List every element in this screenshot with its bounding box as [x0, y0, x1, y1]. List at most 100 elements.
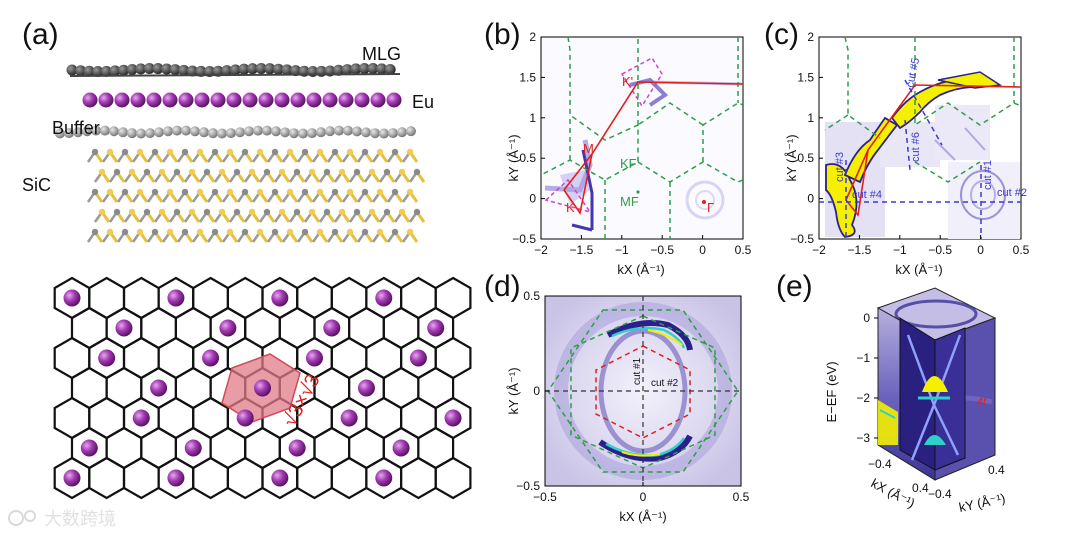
buffer-atom	[208, 128, 218, 139]
sic-atom	[256, 228, 264, 236]
sic-atom	[188, 208, 196, 216]
sic-atom	[128, 168, 136, 176]
sic-bulk	[86, 148, 426, 243]
sic-atom	[263, 168, 271, 176]
sic-atom	[256, 148, 264, 156]
sic-atom	[196, 188, 204, 196]
buffer-atom	[262, 125, 272, 136]
sic-atom	[308, 168, 316, 176]
sic-atom	[346, 188, 354, 196]
mlg-atom	[135, 63, 147, 75]
eu-atom	[132, 409, 150, 427]
x-tick-label: 0.5	[733, 490, 750, 504]
label-buffer: Buffer	[52, 118, 100, 138]
buffer-atom	[235, 127, 245, 138]
mlg-atom	[152, 63, 164, 75]
sic-atom	[353, 208, 361, 216]
panel-b-xlabel: kX (Å⁻¹)	[617, 262, 664, 277]
eu-atom	[98, 349, 116, 367]
sic-atom	[301, 148, 309, 156]
sic-atom	[211, 228, 219, 236]
sic-atom	[316, 188, 324, 196]
sic-atom	[128, 208, 136, 216]
y-tick-label: 0.5	[523, 289, 540, 303]
sic-atom	[361, 188, 369, 196]
y-tick-label: 2	[529, 30, 536, 44]
eu-atom	[130, 92, 146, 108]
sic-atom	[181, 228, 189, 236]
panel-b-ticks: −2 −1.5 −1 −0.5 0 0.5 2 1.5 1 0.5 0 −0.5	[512, 30, 751, 257]
buffer-atom	[181, 125, 191, 136]
eu-atom	[162, 92, 178, 108]
mlg-atom	[195, 65, 207, 77]
sic-atom	[173, 168, 181, 176]
bz-boundaries	[541, 37, 743, 239]
e-z-tick: −0.4	[928, 487, 952, 501]
sic-atom	[398, 208, 406, 216]
buffer-atom	[334, 125, 344, 136]
eu-atom	[375, 289, 393, 307]
eu-atom	[184, 439, 202, 457]
y-tick-label: −0.5	[790, 232, 814, 246]
sic-atom	[293, 208, 301, 216]
hex-cell	[192, 456, 229, 500]
hex-cell	[400, 456, 437, 500]
mlg-atom	[341, 64, 353, 76]
y-tick-label: 1.5	[519, 70, 536, 84]
eu-atom	[98, 92, 114, 108]
buffer-atom	[136, 128, 146, 139]
x-tick-label: −0.5	[533, 490, 557, 504]
mlg-atom	[376, 63, 388, 75]
sic-atom	[121, 188, 129, 196]
mlg-atom	[178, 64, 190, 76]
sic-atom	[323, 208, 331, 216]
sic-atom	[106, 188, 114, 196]
buffer-atom	[361, 127, 371, 138]
buffer-atom	[226, 128, 236, 139]
eu-atom	[242, 92, 258, 108]
buffer-atom	[316, 127, 326, 138]
eu-atom	[288, 439, 306, 457]
buffer-atom	[280, 127, 290, 138]
sic-atom	[203, 208, 211, 216]
sic-atom	[346, 228, 354, 236]
sic-atom	[113, 208, 121, 216]
x-tick-label: 0	[640, 490, 647, 504]
panel-c-xlabel: kX (Å⁻¹)	[895, 262, 942, 277]
buffer-atom	[64, 128, 74, 139]
point-M: M	[583, 141, 594, 156]
sic-atom	[211, 188, 219, 196]
eu-atom	[375, 469, 393, 487]
watermark-text: 大数跨境	[44, 509, 116, 529]
bz-boundaries-c	[824, 37, 1021, 183]
buffer-atom	[289, 128, 299, 139]
eu-layer	[82, 92, 402, 108]
sic-atom	[308, 208, 316, 216]
y-tick-label: 2	[807, 30, 814, 44]
sic-atom	[278, 168, 286, 176]
sic-atom	[368, 208, 376, 216]
eu-atom	[236, 409, 254, 427]
sic-atom	[263, 208, 271, 216]
buffer-atom	[379, 128, 389, 139]
mlg-atom	[264, 63, 276, 75]
label-mlg: MLG	[362, 44, 401, 64]
point-K: K	[566, 200, 575, 215]
point-Gamma: Γ	[707, 200, 714, 215]
hex-cell	[330, 456, 368, 500]
sic-atom	[331, 188, 339, 196]
sic-atom	[316, 148, 324, 156]
mlg-atom	[229, 64, 241, 76]
eu-atom	[409, 349, 427, 367]
sic-atom	[286, 188, 294, 196]
buffer-atom	[217, 128, 227, 139]
sic-atom	[361, 228, 369, 236]
eu-atom	[290, 92, 306, 108]
sic-atom	[316, 228, 324, 236]
sic-atom	[188, 168, 196, 176]
panel-b: K K' M KF MF Γ −2 −1.5 −1 −0.5 0 0.5 2 1.5 1 0.5 0…	[506, 30, 752, 277]
mlg-atom	[358, 63, 370, 75]
sic-atom	[166, 228, 174, 236]
sic-atom	[241, 148, 249, 156]
